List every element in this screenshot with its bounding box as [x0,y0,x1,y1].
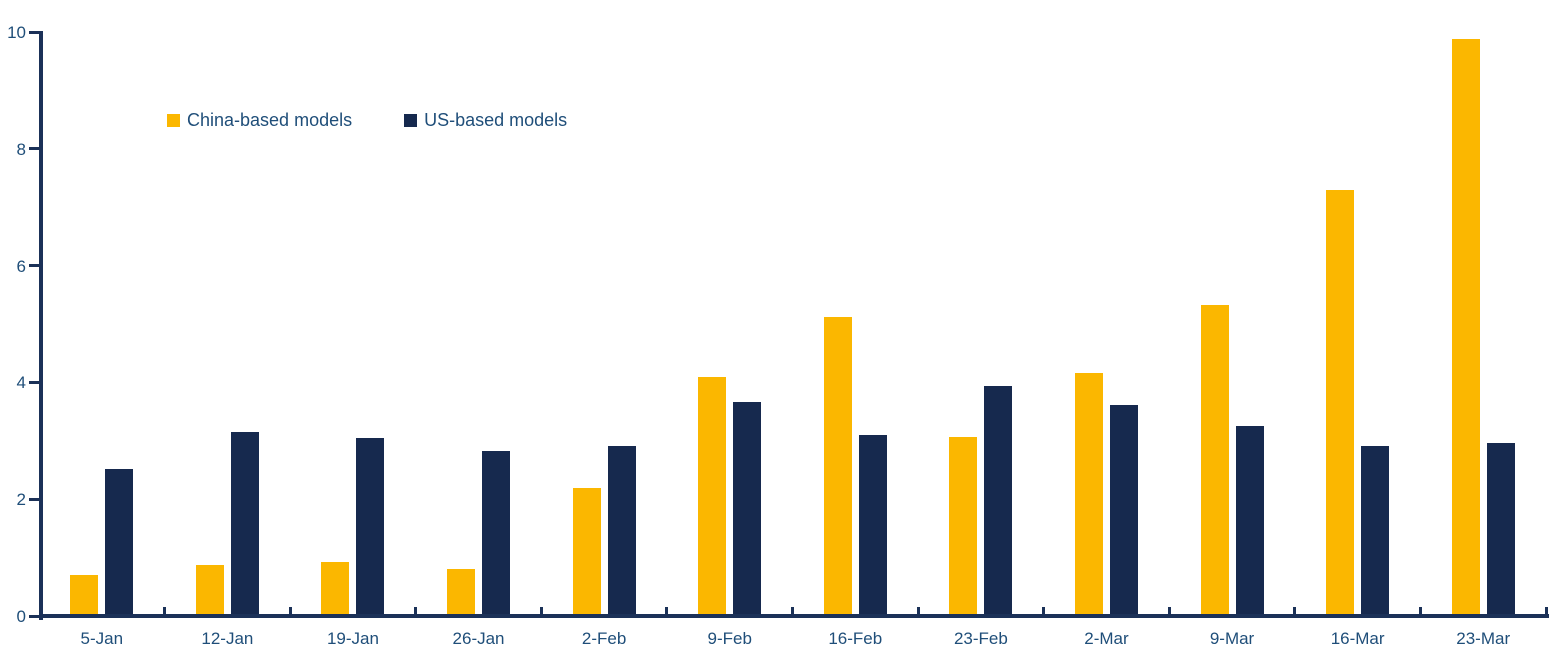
y-tick [29,497,39,501]
y-axis-label: 0 [16,607,26,626]
bar-china-9-mar [1200,305,1229,616]
y-axis-label: 2 [16,490,26,510]
bar-china-23-mar [1451,39,1480,616]
x-tick [1042,607,1046,616]
bar-us-23-feb [984,386,1013,616]
y-tick [29,614,39,618]
bar-china-9-feb [698,377,727,616]
bar-us-9-feb [733,402,762,616]
x-axis-label: 2-Feb [581,629,627,648]
bar-china-12-jan [195,565,224,616]
bar-china-23-feb [949,436,978,616]
legend-label-us: US-based models [424,110,568,130]
x-axis-label: 2-Mar [1084,629,1129,648]
x-axis-label: 9-Feb [707,629,752,648]
y-tick [29,264,39,268]
bar-us-5-jan [105,468,134,616]
x-tick [1167,607,1171,616]
x-tick [916,607,920,616]
bar-china-2-feb [572,487,601,616]
y-tick [29,30,39,34]
legend-item-china: China-based models [167,110,352,131]
x-axis-label: 16-Feb [828,629,883,648]
x-axis-label: 5-Jan [80,629,124,648]
x-tick [539,607,543,616]
y-axis-label: 8 [16,139,26,159]
legend-label-china: China-based models [187,110,353,130]
x-tick [1293,607,1297,616]
x-axis-label: 9-Mar [1209,629,1255,648]
bar-us-9-mar [1235,425,1264,616]
bar-us-19-jan [356,438,385,616]
bar-us-12-jan [230,432,259,616]
bar-us-26-jan [482,450,511,616]
y-axis-label: 4 [16,373,26,393]
x-axis-label: 16-Mar [1330,629,1385,648]
x-axis-label: 19-Jan [326,629,379,648]
bar-us-2-feb [607,446,636,616]
bar-china-2-mar [1074,373,1103,616]
x-tick [665,607,669,616]
bar-us-23-mar [1486,442,1515,616]
legend-swatch-us-icon [404,114,418,127]
y-axis [39,31,43,620]
legend-item-us: US-based models [404,110,567,131]
x-tick [1544,607,1548,616]
x-axis-label: 26-Jan [452,629,505,648]
y-tick [29,380,39,384]
legend: China-based models US-based models [167,110,567,131]
legend-swatch-china-icon [167,114,180,127]
bar-us-2-mar [1109,405,1138,616]
bar-china-5-jan [70,575,99,616]
x-tick [163,607,167,616]
y-tick [29,147,39,151]
x-tick [1418,607,1422,616]
x-axis-label: 12-Jan [201,629,254,648]
x-tick [288,607,292,616]
bar-china-26-jan [447,569,476,616]
bar-us-16-mar [1361,446,1390,616]
y-axis-label: 10 [7,23,26,42]
x-axis-label: 23-Mar [1456,629,1511,648]
bar-china-16-feb [823,316,852,616]
x-axis-label: 23-Feb [953,629,1008,648]
x-axis [39,614,1549,618]
y-axis-label: 6 [16,256,26,276]
bar-china-16-mar [1326,189,1355,616]
bar-us-16-feb [858,434,887,616]
bar-china-19-jan [321,562,350,616]
x-tick [791,607,794,616]
x-tick [414,607,418,616]
